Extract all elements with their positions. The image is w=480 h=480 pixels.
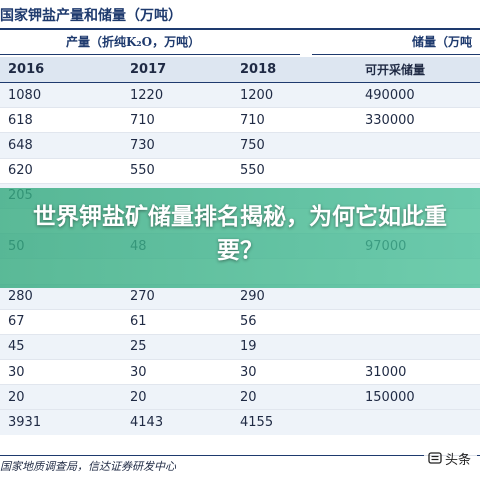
table-cell: 61 — [110, 309, 228, 335]
source-note: 国家地质调查局，信达证券研发中心 — [0, 460, 176, 473]
table-row: 648 730 750 — [0, 132, 480, 159]
table-cell: 710 — [110, 107, 228, 134]
reserves-header-divider — [312, 54, 480, 55]
reserves-header: 储量（万吨 — [412, 35, 473, 49]
toutiao-logo-icon — [428, 452, 442, 464]
table-cell: 280 — [0, 284, 110, 310]
table-cell: 20 — [110, 384, 228, 411]
table-cell — [340, 284, 480, 310]
table-cell: 19 — [228, 334, 340, 361]
table-cell: 20 — [0, 384, 110, 411]
table-title: 国家钾盐产量和储量（万吨） — [0, 8, 182, 24]
table-cell: 25 — [110, 334, 228, 361]
table-row: 1080 1220 1200 490000 — [0, 82, 480, 109]
table-cell — [340, 334, 480, 361]
column-header-reserves: 可开采储量 — [340, 57, 480, 83]
table-cell: 620 — [0, 158, 110, 184]
column-header-2016: 2016 — [0, 57, 110, 83]
table-cell: 30 — [110, 359, 228, 386]
table-cell: 270 — [110, 284, 228, 310]
table-cell: 550 — [110, 158, 228, 184]
table-cell: 750 — [228, 132, 340, 159]
watermark: 头条 — [424, 446, 478, 470]
table-cell: 31000 — [340, 359, 480, 386]
table-cell: 330000 — [340, 107, 480, 134]
table-cell — [340, 132, 480, 159]
table-cell: 56 — [228, 309, 340, 335]
total-cell: 3931 — [0, 409, 110, 436]
table-cell: 648 — [0, 132, 110, 159]
table-row: 20 20 20 150000 — [0, 384, 480, 411]
table-cell: 1220 — [110, 82, 228, 109]
table-cell: 550 — [228, 158, 340, 184]
table-cell — [340, 158, 480, 184]
production-header-divider — [0, 54, 300, 55]
column-header-2017: 2017 — [110, 57, 228, 83]
column-header-row: 2016 2017 2018 可开采储量 — [0, 57, 480, 83]
source-divider — [0, 455, 480, 456]
table-cell — [340, 309, 480, 335]
table-row: 67 61 56 — [0, 309, 480, 335]
production-header: 产量（折纯K₂O，万吨） — [66, 35, 201, 49]
table-row: 618 710 710 330000 — [0, 107, 480, 134]
table-cell: 30 — [228, 359, 340, 386]
total-row: 3931 4143 4155 — [0, 409, 480, 436]
table-row: 30 30 30 31000 — [0, 359, 480, 386]
total-cell — [340, 409, 480, 436]
table-row: 45 25 19 — [0, 334, 480, 361]
table-cell: 618 — [0, 107, 110, 134]
table-row: 280 270 290 — [0, 284, 480, 310]
table-cell: 45 — [0, 334, 110, 361]
title-divider — [0, 28, 480, 30]
table-cell: 290 — [228, 284, 340, 310]
table-row: 620 550 550 — [0, 158, 480, 184]
total-cell: 4155 — [228, 409, 340, 436]
table-cell: 1080 — [0, 82, 110, 109]
table-cell: 20 — [228, 384, 340, 411]
table-cell: 490000 — [340, 82, 480, 109]
headline-banner — [0, 188, 480, 288]
watermark-text: 头条 — [445, 452, 472, 468]
table-cell: 150000 — [340, 384, 480, 411]
total-cell: 4143 — [110, 409, 228, 436]
table-cell: 730 — [110, 132, 228, 159]
column-header-2018: 2018 — [228, 57, 340, 83]
headline-text: 世界钾盐矿储量排名揭秘，为何它如此重要？ — [33, 204, 447, 264]
table-cell: 30 — [0, 359, 110, 386]
table-cell: 1200 — [228, 82, 340, 109]
table-cell: 67 — [0, 309, 110, 335]
table-cell: 710 — [228, 107, 340, 134]
